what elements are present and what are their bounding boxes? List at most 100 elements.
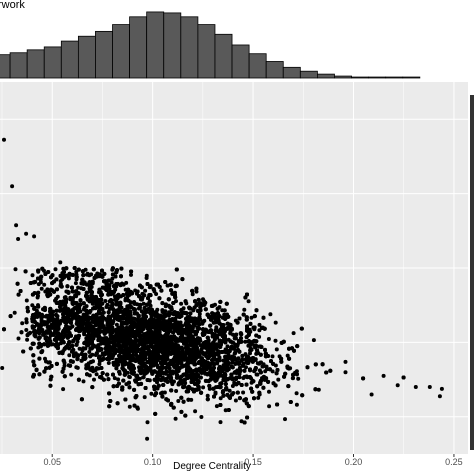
scatter-point [222, 312, 227, 317]
scatter-point [75, 365, 80, 370]
scatter-point [214, 404, 219, 409]
scatter-point [30, 303, 35, 308]
scatter-point [77, 346, 82, 351]
scatter-point [197, 312, 202, 316]
scatter-point [249, 315, 254, 320]
scatter-point [171, 330, 176, 335]
histogram-bar [9, 52, 28, 79]
scatter-point [267, 404, 272, 409]
histogram-bar [0, 54, 11, 79]
scatter-point [174, 389, 179, 393]
scatter-point [205, 393, 210, 398]
histogram-bar [77, 35, 96, 79]
scatter-point [241, 390, 246, 395]
scatter-point [294, 369, 299, 374]
scatter-point [109, 280, 114, 285]
scatter-point [242, 307, 247, 312]
scatter-point [268, 312, 273, 317]
scatter-point [20, 321, 25, 326]
scatter-point [76, 285, 81, 290]
scatter-point [149, 391, 154, 396]
scatter-point [24, 328, 29, 332]
histogram-bar [385, 76, 404, 79]
scatter-point [242, 374, 247, 379]
scatter-point [16, 336, 21, 341]
scatter-point [190, 370, 195, 374]
scatter-point [246, 299, 251, 304]
scatter-point [81, 379, 86, 384]
scatter-grid [0, 82, 468, 454]
histogram-bar [299, 70, 318, 79]
scatter-point [190, 292, 195, 297]
scatter-point [316, 387, 321, 392]
scatter-point [230, 384, 235, 388]
scatter-point [179, 301, 184, 306]
histogram-bar [146, 11, 165, 79]
scatter-point [127, 404, 132, 409]
scatter-point [230, 360, 235, 365]
scatter-point [257, 322, 262, 327]
scatter-point [173, 416, 178, 421]
scatter-point [193, 409, 198, 414]
histogram-bar [248, 53, 267, 79]
scatter-point [291, 331, 296, 336]
scatter-point [13, 267, 18, 272]
scatter-point [163, 304, 168, 309]
histogram-bar [402, 76, 421, 79]
scatter-point [143, 288, 148, 293]
histogram-bar [265, 61, 284, 79]
scatter-point [107, 306, 112, 311]
histogram-bar [282, 66, 301, 79]
scatter-point [25, 337, 30, 342]
scatter-point [129, 272, 133, 277]
scatter-point [110, 276, 115, 281]
scatter-point [141, 301, 146, 306]
scatter-point [267, 389, 271, 394]
scatter-point [94, 372, 99, 377]
scatter-point [67, 353, 72, 358]
histogram-bar [231, 44, 250, 79]
scatter-point [145, 420, 150, 425]
scatter-point [233, 398, 238, 403]
histogram-bar [180, 16, 199, 79]
scatter-point [207, 386, 212, 391]
scatter-point [296, 376, 301, 381]
scatter-point [199, 415, 204, 419]
scatter-point [82, 332, 87, 337]
scatter-point [127, 375, 132, 380]
scatter-point [194, 289, 199, 294]
scatter-point [24, 298, 29, 303]
scatter-point [243, 339, 248, 344]
histogram-bar [163, 12, 182, 79]
scatter-point [201, 385, 206, 390]
scatter-point [0, 366, 5, 370]
histogram-bar [129, 16, 148, 79]
scatter-point [256, 395, 261, 400]
scatter-point [285, 353, 290, 358]
scatter-point [39, 286, 44, 291]
scatter-point [218, 420, 223, 425]
histogram-bar [316, 73, 335, 79]
scatter-point [255, 372, 260, 377]
scatter-point [276, 377, 281, 382]
scatter-points [0, 137, 444, 441]
scatter-point [48, 339, 53, 344]
scatter-point [148, 303, 153, 308]
histogram-bar [334, 75, 352, 79]
histogram-bar [214, 33, 233, 79]
scatter-point [106, 361, 111, 365]
scatter-point [84, 304, 89, 309]
scatter-point [30, 273, 35, 278]
scatter-point [142, 395, 147, 400]
scatter-point [87, 350, 92, 354]
marginal-histogram [0, 11, 421, 79]
scatter-point [294, 391, 299, 396]
scatter-point [24, 317, 29, 322]
histogram-bar [197, 24, 216, 79]
scatter-point [38, 280, 43, 285]
scatter-point [36, 304, 41, 309]
scatter-point [343, 359, 348, 364]
scatter-point [28, 330, 33, 335]
scatter-point [236, 356, 241, 361]
